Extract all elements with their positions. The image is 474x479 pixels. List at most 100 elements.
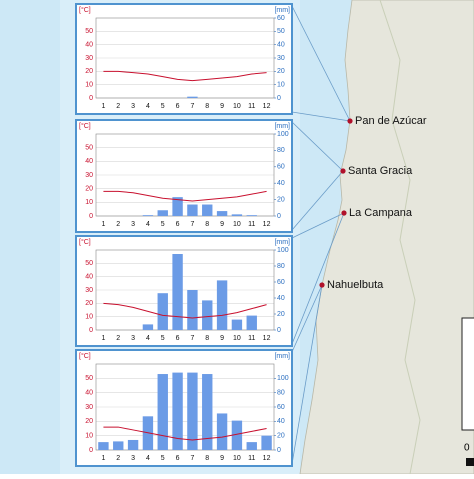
y-tick-label: 40	[85, 42, 93, 49]
x-tick-label: 5	[161, 103, 165, 110]
y-tick-label: 10	[85, 82, 93, 89]
y-tick-label: 20	[85, 300, 93, 307]
precip-bar	[113, 441, 124, 450]
plot-frame	[95, 363, 275, 451]
y-tick-label: 20	[85, 186, 93, 193]
x-tick-label: 4	[146, 103, 150, 110]
x-tick-label: 5	[161, 455, 165, 462]
precip-bar	[157, 293, 168, 330]
x-tick-label: 4	[146, 221, 150, 228]
y2-tick-label: 100	[277, 375, 289, 382]
y-tick-label: 50	[85, 145, 93, 152]
y2-tick-label: 100	[277, 247, 289, 254]
x-tick-label: 8	[205, 221, 209, 228]
y2-tick-label: 0	[277, 213, 281, 220]
precip-bar	[172, 197, 183, 216]
y-tick-label: 10	[85, 433, 93, 440]
x-tick-label: 4	[146, 335, 150, 342]
y2-tick-label: 60	[277, 279, 285, 286]
connector	[291, 212, 345, 239]
y-tick-label: 40	[85, 274, 93, 281]
y-tick-label: 50	[85, 260, 93, 267]
y2-tick-label: 80	[277, 390, 285, 397]
x-tick-label: 1	[101, 103, 105, 110]
precip-bar	[246, 215, 257, 216]
y2-tick-label: 40	[277, 180, 285, 187]
precip-bar	[261, 435, 272, 450]
y2-tick-label: 60	[277, 15, 285, 22]
plot-frame	[95, 133, 275, 217]
y-tick-label: 10	[85, 199, 93, 206]
y-tick-label: 20	[85, 68, 93, 75]
y2-tick-label: 100	[277, 131, 289, 138]
x-tick-label: 12	[263, 455, 271, 462]
y-tick-label: 30	[85, 287, 93, 294]
x-tick-label: 8	[205, 103, 209, 110]
x-tick-label: 10	[233, 103, 241, 110]
scale-bar	[466, 458, 474, 466]
y2-tick-label: 50	[277, 28, 285, 35]
y2-tick-label: 40	[277, 42, 285, 49]
precip-bar	[216, 413, 228, 450]
y2-tick-label: 20	[277, 311, 285, 318]
y2-tick-label: 0	[277, 95, 281, 102]
x-tick-label: 10	[233, 335, 241, 342]
connector	[291, 5, 351, 122]
x-tick-label: 11	[248, 103, 255, 110]
x-tick-label: 11	[248, 221, 255, 228]
x-tick-label: 3	[131, 455, 135, 462]
precip-bar	[142, 324, 154, 330]
temperature-line	[103, 426, 267, 441]
x-tick-label: 5	[161, 221, 165, 228]
scale-box	[461, 317, 474, 431]
site-label: Santa Gracia	[348, 165, 413, 177]
x-tick-label: 7	[190, 221, 194, 228]
y-tick-label: 30	[85, 172, 93, 179]
x-tick-label: 7	[190, 103, 194, 110]
x-tick-label: 12	[263, 335, 271, 342]
panel	[75, 3, 293, 115]
x-tick-label: 9	[220, 103, 224, 110]
y2-axis-label: [mm]	[274, 7, 290, 14]
border	[379, 0, 421, 475]
y-tick-label: 40	[85, 390, 93, 397]
x-tick-label: 6	[176, 335, 180, 342]
site-dot	[347, 118, 353, 124]
y2-tick-label: 30	[277, 55, 285, 62]
x-tick-label: 3	[131, 221, 135, 228]
x-tick-label: 12	[263, 221, 271, 228]
y2-tick-label: 60	[277, 164, 285, 171]
y-tick-label: 0	[89, 95, 93, 102]
x-tick-label: 2	[116, 103, 120, 110]
y-axis-label: [°C]	[79, 352, 91, 360]
x-tick-label: 9	[220, 335, 224, 342]
temperature-line	[103, 302, 267, 319]
y-axis-label: [°C]	[79, 6, 91, 14]
x-tick-label: 3	[131, 103, 135, 110]
y-tick-label: 0	[89, 447, 93, 454]
y2-tick-label: 40	[277, 295, 285, 302]
x-tick-label: 7	[190, 335, 194, 342]
precip-bar	[216, 280, 228, 330]
y2-tick-label: 60	[277, 404, 285, 411]
y-tick-label: 50	[85, 28, 93, 35]
precip-bar	[187, 204, 198, 216]
precip-bar	[202, 204, 213, 216]
site-dot	[341, 210, 347, 216]
precip-bar	[172, 254, 183, 330]
precip-bar	[157, 374, 168, 450]
precip-bar	[202, 374, 213, 450]
precip-bar	[157, 210, 168, 216]
x-tick-label: 5	[161, 335, 165, 342]
precip-bar	[231, 420, 243, 450]
y-tick-label: 20	[85, 418, 93, 425]
x-tick-label: 1	[101, 335, 105, 342]
x-tick-label: 6	[176, 455, 180, 462]
y-tick-label: 40	[85, 158, 93, 165]
temperature-line	[103, 190, 267, 202]
precip-bar	[187, 372, 198, 450]
